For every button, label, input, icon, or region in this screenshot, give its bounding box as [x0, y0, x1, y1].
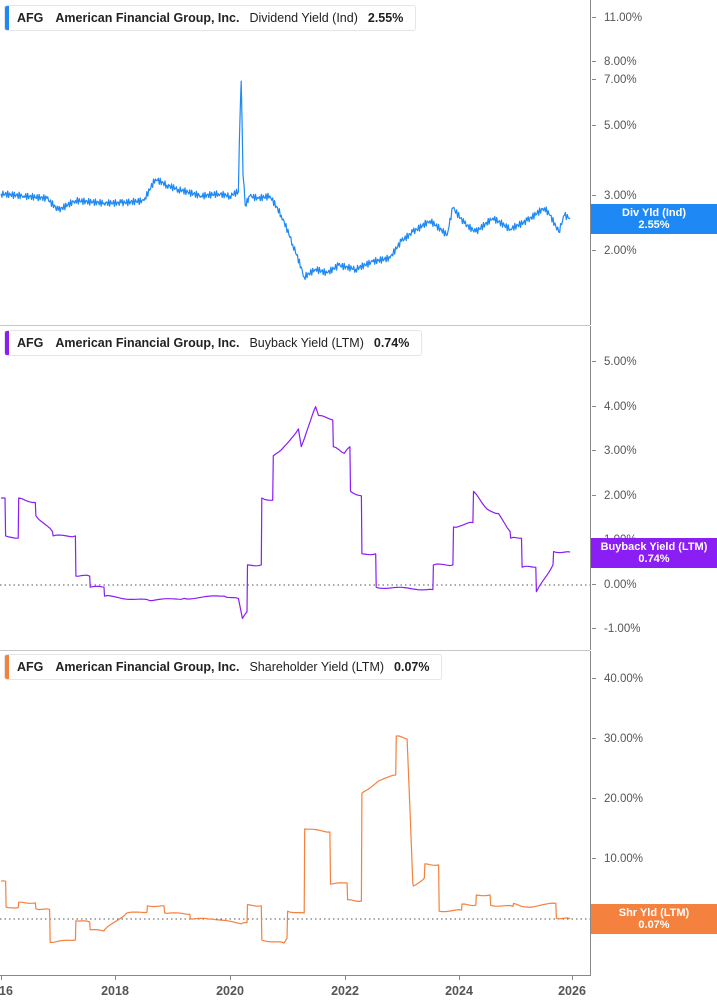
y-tick-label: 11.00%	[592, 12, 642, 24]
legend-company: American Financial Group, Inc.	[55, 660, 240, 674]
shareholder-yield-legend[interactable]: AFG American Financial Group, Inc. Share…	[4, 654, 443, 680]
y-axis-line	[590, 326, 591, 650]
y-tick-label: -1.00%	[592, 623, 640, 635]
y-tick-label: 2.00%	[592, 245, 637, 257]
legend-value: 0.74%	[373, 336, 410, 350]
shareholder-yield-chart[interactable]	[0, 651, 717, 975]
legend-color-swatch	[5, 655, 9, 679]
y-tick-label: 10.00%	[592, 853, 643, 865]
x-tick	[1, 976, 2, 980]
legend-ticker: AFG	[17, 336, 44, 350]
x-tick	[459, 976, 460, 980]
legend-metric: Buyback Yield (LTM)	[249, 336, 364, 350]
badge-label: Shr Yld (LTM)	[618, 907, 690, 919]
shareholder-yield-panel: AFG American Financial Group, Inc. Share…	[0, 651, 717, 976]
badge-value: 2.55%	[638, 219, 670, 231]
dividend-yield-chart[interactable]	[0, 0, 717, 325]
x-tick-label: 16	[0, 984, 13, 998]
y-tick-label: 3.00%	[592, 445, 637, 457]
y-tick-label: 40.00%	[592, 673, 643, 685]
buyback-yield-value-badge: Buyback Yield (LTM) 0.74%	[591, 538, 717, 568]
legend-color-swatch	[5, 331, 9, 355]
y-tick-label: 5.00%	[592, 120, 637, 132]
buyback-yield-panel: AFG American Financial Group, Inc. Buyba…	[0, 326, 717, 650]
x-tick-label: 2026	[558, 984, 586, 998]
legend-ticker: AFG	[17, 11, 44, 25]
x-tick-label: 2018	[101, 984, 129, 998]
dividend-yield-legend[interactable]: AFG American Financial Group, Inc. Divid…	[4, 5, 417, 31]
buyback-yield-chart[interactable]	[0, 326, 717, 650]
badge-label: Div Yld (Ind)	[622, 207, 686, 219]
y-tick-label: 5.00%	[592, 356, 637, 368]
dividend-yield-panel: AFG American Financial Group, Inc. Divid…	[0, 0, 717, 325]
x-tick-label: 2020	[216, 984, 244, 998]
badge-value: 0.74%	[638, 553, 670, 565]
panel-divider	[0, 325, 590, 326]
y-tick-label: 20.00%	[592, 793, 643, 805]
y-tick-label: 7.00%	[592, 74, 637, 86]
x-tick-label: 2022	[331, 984, 359, 998]
legend-ticker: AFG	[17, 660, 44, 674]
x-tick	[345, 976, 346, 980]
legend-company: American Financial Group, Inc.	[55, 11, 240, 25]
legend-value: 0.07%	[394, 660, 430, 674]
buyback-yield-line	[1, 405, 571, 619]
y-axis-line	[590, 0, 591, 325]
shareholder-yield-line	[0, 735, 571, 944]
legend-value: 2.55%	[367, 11, 404, 25]
y-tick-label: 2.00%	[592, 490, 637, 502]
x-tick	[230, 976, 231, 980]
dividend-yield-line	[0, 80, 571, 281]
y-tick-label: 3.00%	[592, 190, 637, 202]
x-axis-line	[0, 975, 591, 976]
y-tick-label: 30.00%	[592, 733, 643, 745]
x-tick-label: 2024	[445, 984, 473, 998]
panel-divider	[0, 650, 590, 651]
shareholder-yield-value-badge: Shr Yld (LTM) 0.07%	[591, 904, 717, 934]
legend-company: American Financial Group, Inc.	[55, 336, 240, 350]
dividend-yield-value-badge: Div Yld (Ind) 2.55%	[591, 204, 717, 234]
legend-metric: Shareholder Yield (LTM)	[249, 660, 385, 674]
legend-metric: Dividend Yield (Ind)	[249, 11, 358, 25]
y-axis-line	[590, 651, 591, 976]
legend-color-swatch	[5, 6, 9, 30]
y-tick-label: 8.00%	[592, 56, 637, 68]
y-tick-label: 0.00%	[592, 579, 637, 591]
buyback-yield-legend[interactable]: AFG American Financial Group, Inc. Buyba…	[4, 330, 423, 356]
x-tick	[572, 976, 573, 980]
y-tick-label: 4.00%	[592, 401, 637, 413]
x-tick	[115, 976, 116, 980]
badge-label: Buyback Yield (LTM)	[600, 541, 708, 553]
badge-value: 0.07%	[638, 919, 670, 931]
